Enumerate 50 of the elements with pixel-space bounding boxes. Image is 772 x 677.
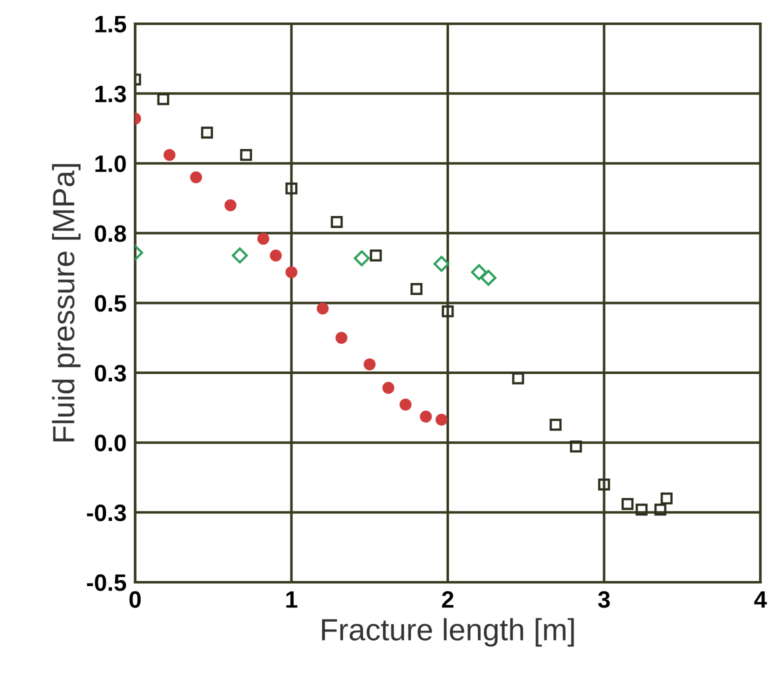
- point: [164, 148, 176, 161]
- point: [410, 283, 422, 295]
- x-tick-label: 2: [442, 591, 454, 608]
- point: [442, 305, 454, 318]
- point: [335, 332, 348, 344]
- point: [550, 418, 562, 431]
- y-axis-title: Fluid pressure [MPa]: [52, 164, 81, 442]
- point: [224, 199, 236, 212]
- x-axis-title: Fracture length [m]: [322, 618, 574, 647]
- point: [157, 93, 170, 106]
- x-tick-label: 3: [598, 591, 610, 608]
- point: [420, 410, 432, 423]
- point: [654, 504, 666, 516]
- point: [382, 382, 394, 394]
- y-tick-label: 1.0: [95, 155, 126, 172]
- point: [622, 498, 634, 510]
- y-tick-label: -0.5: [87, 574, 126, 592]
- point: [570, 440, 582, 452]
- point: [270, 250, 282, 262]
- point: [364, 358, 376, 370]
- y-tick-label: 1.3: [95, 86, 126, 102]
- point: [285, 182, 298, 194]
- x-tick-label: 4: [754, 591, 767, 608]
- point: [434, 256, 450, 272]
- point: [240, 148, 252, 161]
- point: [400, 398, 412, 411]
- x-tick-label: 0: [129, 591, 141, 608]
- point: [316, 302, 329, 315]
- point: [285, 266, 298, 278]
- point: [330, 216, 343, 228]
- y-tick-label: 0.3: [94, 364, 126, 382]
- x-tick-label: 1: [286, 591, 298, 608]
- point: [480, 270, 496, 286]
- point: [190, 171, 202, 184]
- point: [370, 250, 382, 262]
- y-tick-label: 0.8: [94, 225, 126, 242]
- point: [436, 414, 448, 426]
- point: [201, 126, 213, 139]
- y-tick-label: -0.3: [87, 504, 126, 522]
- y-tick-label: 1.5: [95, 16, 126, 32]
- y-tick-label: 0.5: [94, 295, 126, 312]
- point: [598, 478, 610, 490]
- point: [512, 372, 524, 384]
- point: [354, 250, 370, 266]
- point: [232, 248, 248, 264]
- point: [257, 232, 270, 245]
- point: [660, 492, 673, 504]
- point: [636, 504, 648, 516]
- point: [471, 264, 488, 280]
- y-tick-label: 0.0: [94, 434, 126, 452]
